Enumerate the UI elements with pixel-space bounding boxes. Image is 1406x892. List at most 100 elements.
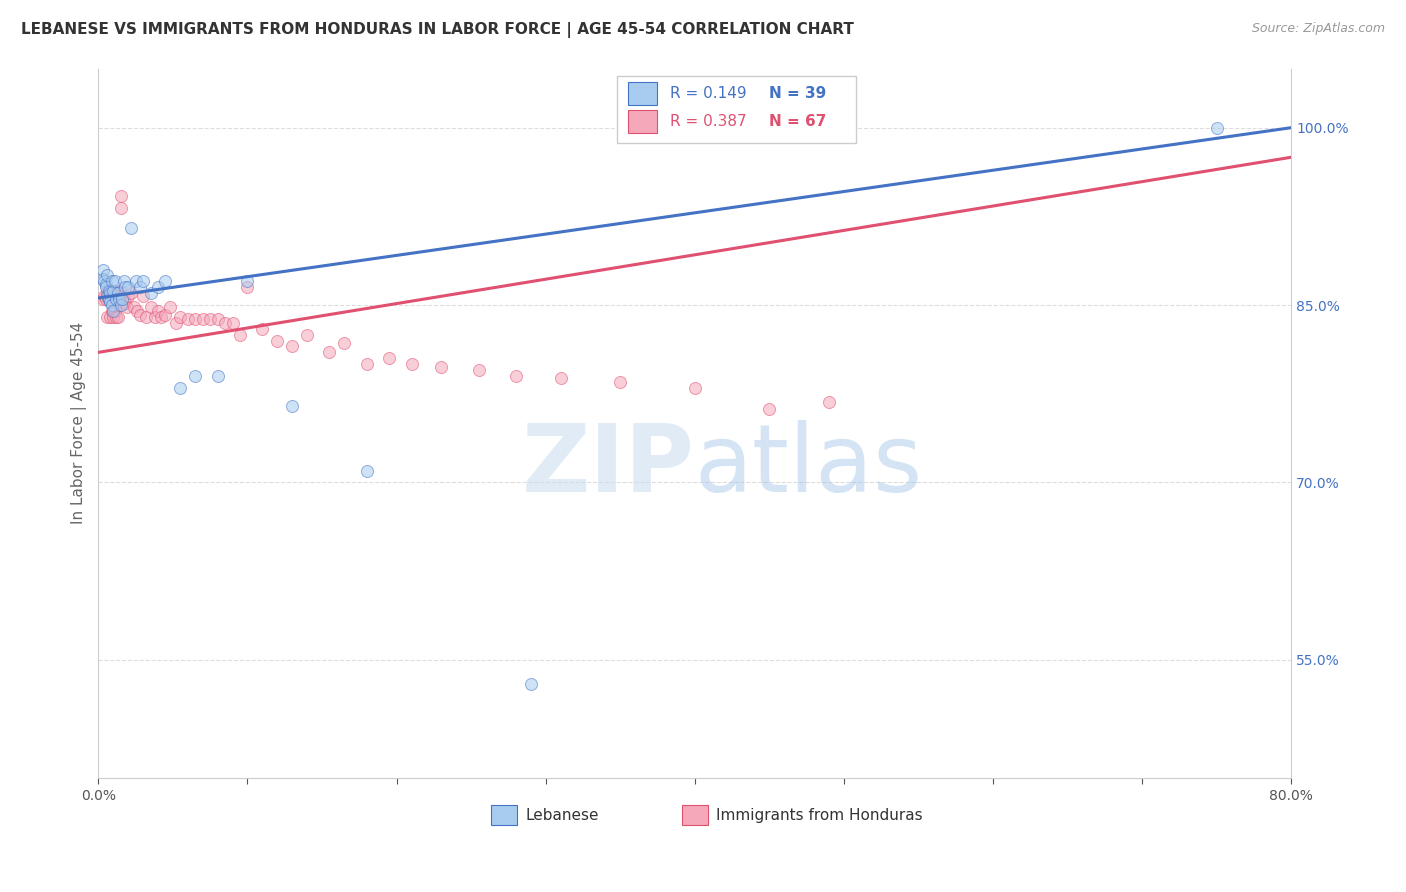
Point	[184, 312, 207, 326]
Point	[91, 272, 114, 286]
Point	[97, 284, 120, 298]
Point	[100, 298, 122, 312]
Point	[100, 304, 122, 318]
Point	[97, 292, 120, 306]
Point	[132, 288, 155, 302]
Point	[550, 371, 572, 385]
Point	[110, 189, 132, 203]
Point	[318, 345, 340, 359]
Point	[96, 268, 118, 283]
Point	[520, 676, 543, 690]
Point	[96, 288, 118, 302]
Point	[111, 286, 134, 301]
Point	[120, 286, 142, 301]
Point	[112, 274, 135, 288]
Point	[139, 301, 162, 315]
Point	[91, 292, 114, 306]
Point	[110, 201, 132, 215]
FancyBboxPatch shape	[628, 111, 657, 133]
Point	[333, 335, 356, 350]
FancyBboxPatch shape	[491, 805, 517, 825]
Point	[111, 292, 134, 306]
Point	[107, 288, 129, 302]
Point	[135, 310, 157, 324]
Point	[207, 369, 229, 384]
Point	[505, 369, 527, 384]
Point	[91, 262, 114, 277]
Point	[132, 274, 155, 288]
Point	[100, 274, 122, 288]
Text: Source: ZipAtlas.com: Source: ZipAtlas.com	[1251, 22, 1385, 36]
Point	[143, 310, 166, 324]
Point	[103, 310, 125, 324]
Text: N = 67: N = 67	[769, 114, 827, 129]
Point	[96, 310, 118, 324]
FancyBboxPatch shape	[682, 805, 709, 825]
Point	[609, 375, 631, 389]
Point	[818, 395, 841, 409]
Point	[114, 280, 136, 294]
Point	[103, 288, 125, 302]
Point	[155, 308, 177, 322]
Text: ZIP: ZIP	[522, 420, 695, 512]
Point	[94, 280, 117, 294]
Point	[430, 359, 453, 374]
Point	[98, 294, 121, 309]
Point	[120, 221, 142, 235]
Point	[110, 298, 132, 312]
Point	[146, 280, 169, 294]
Point	[122, 301, 145, 315]
Text: Lebanese: Lebanese	[526, 807, 599, 822]
Point	[117, 280, 139, 294]
Text: LEBANESE VS IMMIGRANTS FROM HONDURAS IN LABOR FORCE | AGE 45-54 CORRELATION CHAR: LEBANESE VS IMMIGRANTS FROM HONDURAS IN …	[21, 22, 853, 38]
Point	[115, 301, 138, 315]
Point	[100, 284, 122, 298]
Point	[758, 402, 780, 417]
Point	[159, 301, 181, 315]
Point	[295, 327, 318, 342]
Point	[94, 277, 117, 291]
Point	[129, 280, 152, 294]
Point	[108, 298, 131, 312]
Point	[94, 292, 117, 306]
Point	[124, 274, 146, 288]
Point	[112, 292, 135, 306]
Point	[105, 310, 128, 324]
Point	[108, 292, 131, 306]
Point	[401, 357, 423, 371]
Point	[1205, 120, 1227, 135]
Point	[107, 310, 129, 324]
Point	[266, 334, 288, 348]
Point	[198, 312, 221, 326]
Point	[98, 310, 121, 324]
Point	[356, 357, 378, 371]
Point	[236, 280, 259, 294]
Point	[683, 381, 706, 395]
Point	[104, 274, 127, 288]
Point	[93, 274, 115, 288]
Point	[93, 288, 115, 302]
Point	[107, 286, 129, 301]
Point	[105, 284, 128, 298]
Point	[191, 312, 214, 326]
Point	[103, 304, 125, 318]
Point	[98, 284, 121, 298]
Point	[165, 316, 187, 330]
Point	[96, 284, 118, 298]
FancyBboxPatch shape	[628, 82, 657, 104]
Point	[169, 310, 191, 324]
Point	[184, 369, 207, 384]
Point	[281, 339, 304, 353]
Point	[236, 274, 259, 288]
Point	[104, 304, 127, 318]
Text: R = 0.149: R = 0.149	[669, 86, 747, 101]
Y-axis label: In Labor Force | Age 45-54: In Labor Force | Age 45-54	[72, 322, 87, 524]
Point	[378, 351, 401, 366]
Text: Immigrants from Honduras: Immigrants from Honduras	[716, 807, 922, 822]
Point	[356, 464, 378, 478]
Point	[177, 312, 200, 326]
Point	[97, 292, 120, 306]
Point	[281, 399, 304, 413]
Point	[214, 316, 236, 330]
Point	[129, 308, 152, 322]
